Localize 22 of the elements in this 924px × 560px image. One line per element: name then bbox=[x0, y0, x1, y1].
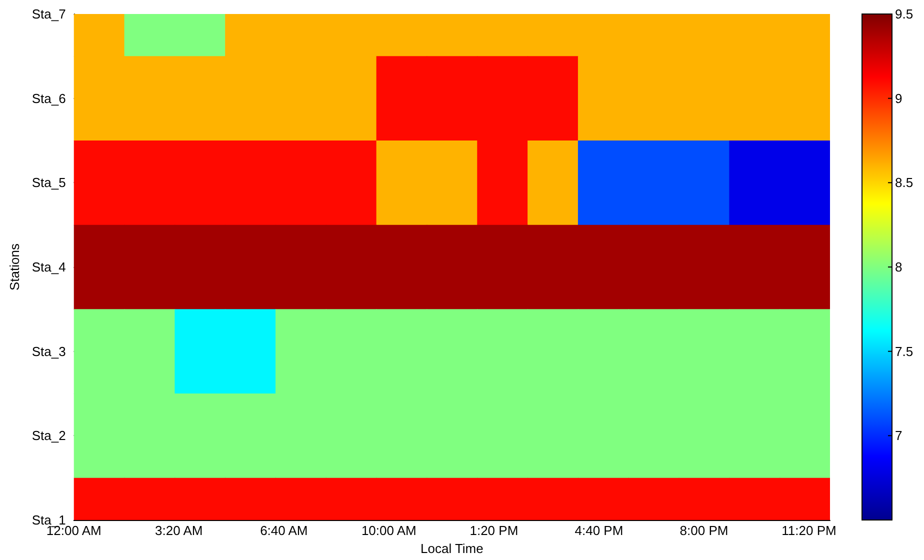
x-tick-label: 3:20 AM bbox=[155, 523, 203, 538]
y-tick-label: Sta_4 bbox=[32, 260, 66, 274]
color-bar-label: 9.5 bbox=[895, 6, 914, 22]
x-axis-title: Local Time bbox=[420, 541, 484, 556]
y-tick-label: Sta_6 bbox=[32, 90, 66, 106]
x-tick-label: 8:00 PM bbox=[680, 523, 728, 538]
color-bar-label: 7.5 bbox=[895, 344, 914, 359]
color-bar-label: 8.5 bbox=[895, 175, 914, 190]
y-axis-title: Stations bbox=[7, 243, 22, 290]
y-tick-label: Sta_7 bbox=[32, 6, 66, 22]
color-bar-label: 8 bbox=[895, 260, 902, 274]
color-bar-label: 7 bbox=[895, 428, 902, 444]
y-tick-label: Sta_5 bbox=[32, 175, 66, 190]
y-tick-label: Sta_2 bbox=[32, 428, 66, 444]
x-tick-label: 11:20 PM bbox=[782, 523, 836, 538]
x-tick-label: 6:40 AM bbox=[260, 523, 308, 538]
x-tick-label: 10:00 AM bbox=[361, 523, 416, 538]
y-tick-label: Sta_1 bbox=[32, 512, 66, 528]
color-bar-label: 9 bbox=[895, 90, 902, 106]
y-tick-label: Sta_3 bbox=[32, 344, 66, 359]
x-tick-label: 4:40 PM bbox=[574, 523, 624, 538]
x-tick-label: 1:20 PM bbox=[470, 523, 518, 538]
